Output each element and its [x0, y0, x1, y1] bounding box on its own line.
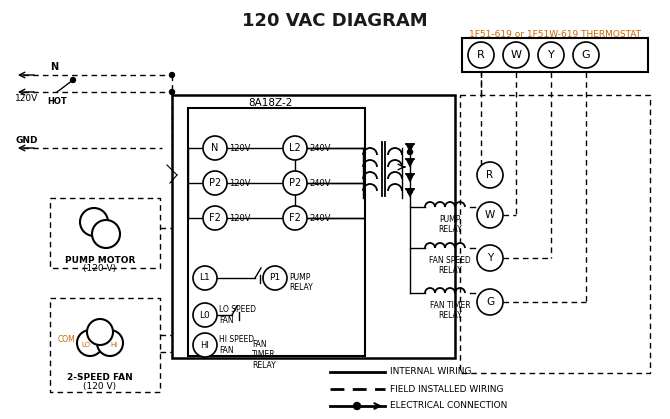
Text: COM: COM [57, 336, 75, 344]
Text: 120V: 120V [229, 178, 251, 187]
Text: 120V: 120V [15, 94, 38, 103]
Text: ELECTRICAL CONNECTION: ELECTRICAL CONNECTION [390, 401, 507, 411]
Text: P2: P2 [289, 178, 301, 188]
Text: LO SPEED
FAN: LO SPEED FAN [219, 305, 256, 325]
Circle shape [538, 42, 564, 68]
Text: 1F51-619 or 1F51W-619 THERMOSTAT: 1F51-619 or 1F51W-619 THERMOSTAT [469, 30, 641, 39]
Text: PUMP
RELAY: PUMP RELAY [438, 215, 462, 234]
Polygon shape [406, 174, 414, 182]
Text: R: R [486, 170, 494, 180]
Circle shape [573, 42, 599, 68]
Text: FAN TIMER
RELAY: FAN TIMER RELAY [429, 301, 470, 321]
Circle shape [193, 266, 217, 290]
Text: FAN SPEED
RELAY: FAN SPEED RELAY [429, 256, 471, 275]
Circle shape [92, 220, 120, 248]
Text: N: N [50, 62, 58, 72]
Text: L1: L1 [200, 274, 210, 282]
Text: 240V: 240V [309, 214, 330, 222]
Text: P1: P1 [269, 274, 281, 282]
Text: 120 VAC DIAGRAM: 120 VAC DIAGRAM [242, 12, 428, 30]
Text: G: G [582, 50, 590, 60]
Text: F2: F2 [209, 213, 221, 223]
Text: L2: L2 [289, 143, 301, 153]
Text: HI: HI [200, 341, 210, 349]
Circle shape [407, 150, 413, 155]
Text: 240V: 240V [309, 143, 330, 153]
Text: 120V: 120V [229, 143, 251, 153]
Bar [172, 95, 455, 358]
Text: R: R [477, 50, 485, 60]
Text: 8A18Z-2: 8A18Z-2 [248, 98, 292, 108]
Circle shape [80, 208, 108, 236]
Circle shape [203, 206, 227, 230]
Bar [188, 108, 365, 356]
Text: PUMP MOTOR: PUMP MOTOR [65, 256, 135, 265]
Circle shape [477, 202, 503, 228]
Polygon shape [406, 159, 414, 167]
Circle shape [503, 42, 529, 68]
Circle shape [193, 333, 217, 357]
Circle shape [77, 330, 103, 356]
Text: F2: F2 [289, 213, 301, 223]
Text: FAN
TIMER
RELAY: FAN TIMER RELAY [252, 340, 276, 370]
Text: (120 V): (120 V) [84, 382, 117, 391]
Polygon shape [406, 189, 414, 197]
Circle shape [170, 72, 174, 78]
Circle shape [477, 289, 503, 315]
Circle shape [468, 42, 494, 68]
Circle shape [170, 90, 174, 95]
Text: Y: Y [547, 50, 554, 60]
Text: W: W [485, 210, 495, 220]
Bar [462, 38, 648, 72]
Text: 2-SPEED FAN: 2-SPEED FAN [67, 373, 133, 382]
Text: FIELD INSTALLED WIRING: FIELD INSTALLED WIRING [390, 385, 503, 393]
Circle shape [203, 171, 227, 195]
Text: L0: L0 [200, 310, 210, 320]
Circle shape [407, 189, 413, 194]
Text: N: N [211, 143, 218, 153]
Text: 120V: 120V [229, 214, 251, 222]
Circle shape [354, 403, 360, 409]
Polygon shape [406, 144, 414, 152]
Circle shape [477, 162, 503, 188]
Circle shape [477, 245, 503, 271]
Text: W: W [511, 50, 521, 60]
Text: Y: Y [487, 253, 493, 263]
Circle shape [87, 319, 113, 345]
Text: LO: LO [82, 342, 90, 348]
Circle shape [283, 206, 307, 230]
Text: (120 V): (120 V) [84, 264, 117, 273]
Text: GND: GND [15, 136, 38, 145]
Text: P2: P2 [209, 178, 221, 188]
Circle shape [263, 266, 287, 290]
Text: HOT: HOT [47, 97, 67, 106]
Text: HI: HI [111, 342, 118, 348]
Text: PUMP
RELAY: PUMP RELAY [289, 273, 313, 292]
Circle shape [203, 136, 227, 160]
Circle shape [97, 330, 123, 356]
Circle shape [70, 78, 76, 83]
Text: 240V: 240V [309, 178, 330, 187]
Circle shape [283, 136, 307, 160]
Text: HI SPEED
FAN: HI SPEED FAN [219, 335, 254, 355]
Circle shape [193, 303, 217, 327]
Circle shape [283, 171, 307, 195]
Text: G: G [486, 297, 494, 307]
Text: INTERNAL WIRING: INTERNAL WIRING [390, 367, 472, 377]
